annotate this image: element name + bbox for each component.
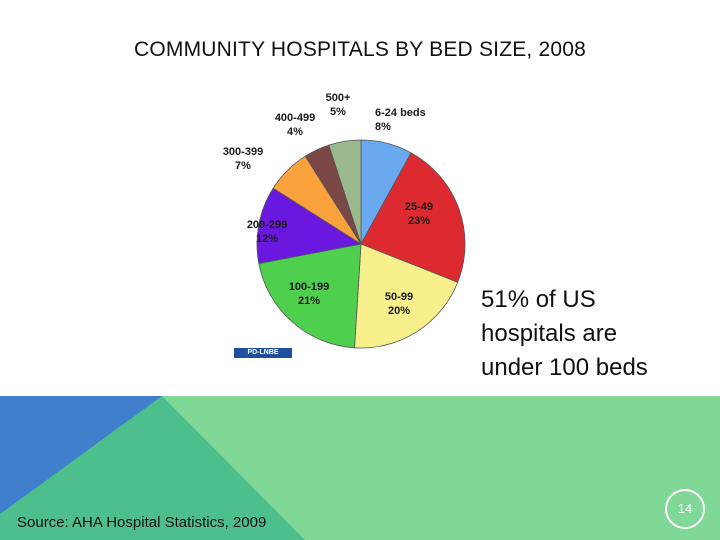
pie-label-200-299: 200-299 12% [247,219,287,245]
slide-title: COMMUNITY HOSPITALS BY BED SIZE, 2008 [133,38,587,61]
pie-slice-25-49 [360,152,466,283]
callout-note: 51% of US hospitals are under 100 beds [481,283,711,385]
callout-line-3: under 100 beds [481,354,648,381]
pie-chart: 6-24 beds 8% 25-49 23% 50-99 20% 100-199 21% 200… [205,88,475,350]
publisher-logo: PD-LNBE [234,348,292,358]
source-caption: Source: AHA Hospital Statistics, 2009 [17,514,267,531]
footer-blue-shape [0,396,162,514]
pie-label-100-199: 100-199 21% [289,281,329,307]
callout-line-2: hospitals are [481,320,618,347]
pie-chart-svg: 6-24 beds 8% 25-49 23% 50-99 20% 100-199 21% 200… [223,92,466,349]
pie-label-6-24-beds: 6-24 beds 8% [375,107,426,133]
pie-label-25-49: 25-49 23% [405,201,433,227]
pie-label-500-: 500+ 5% [326,92,351,118]
pie-label-400-499: 400-499 4% [275,112,315,138]
page-number: 14 [665,489,705,529]
pie-label-50-99: 50-99 20% [385,291,413,317]
callout-line-1: 51% of US [481,286,596,313]
pie-slice-200-299 [256,187,363,264]
footer-decoration [0,396,720,540]
pie-slice-50-99 [354,243,459,349]
pie-slice-100-199 [258,243,362,349]
pie-slice-500- [328,139,362,245]
pie-label-300-399: 300-399 7% [223,146,263,172]
